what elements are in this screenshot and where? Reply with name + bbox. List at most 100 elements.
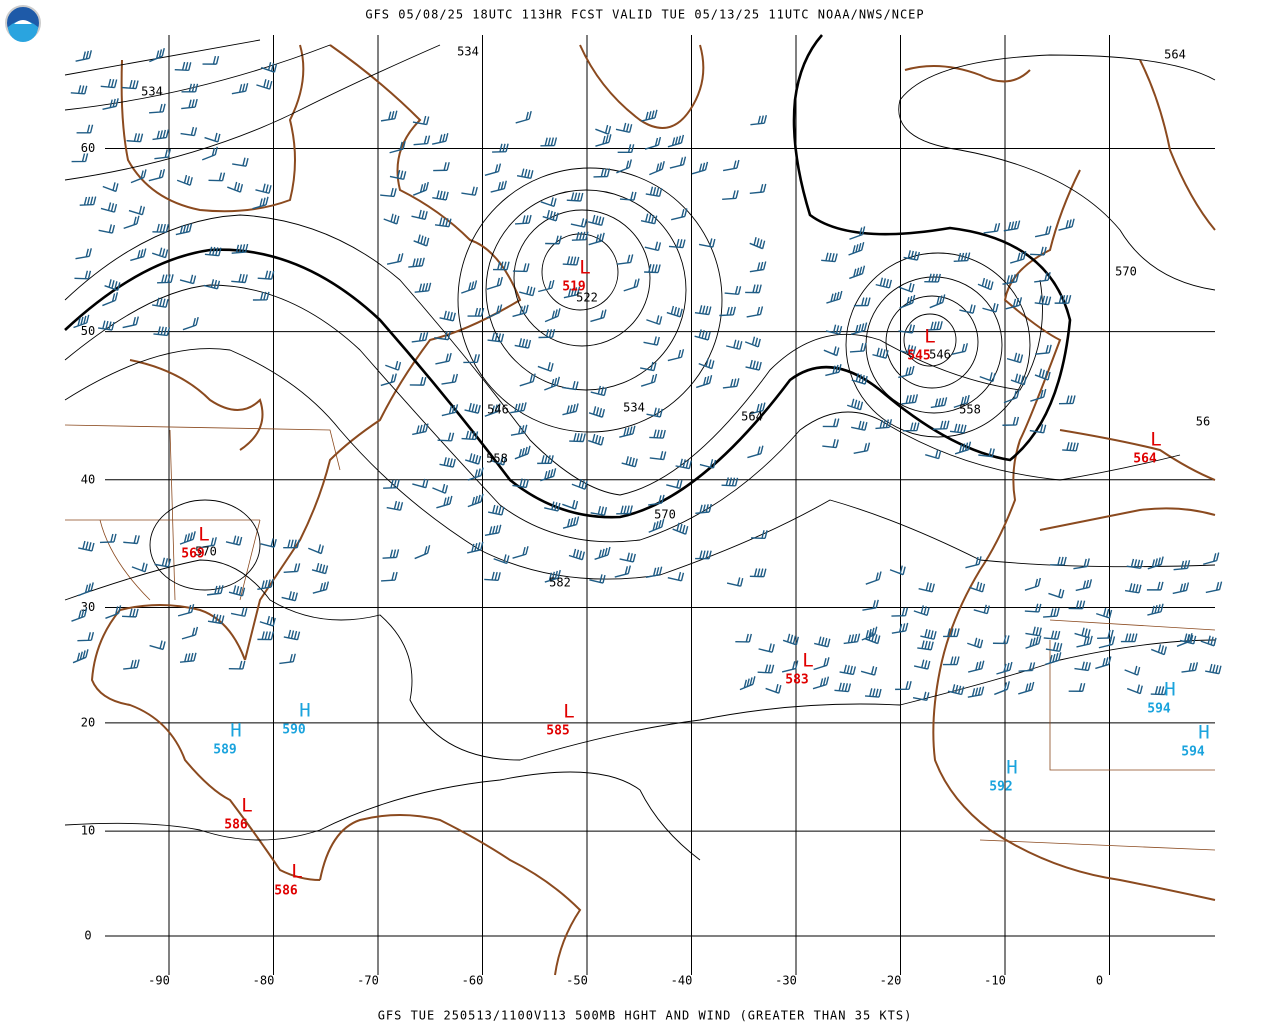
wind-barb bbox=[891, 622, 909, 634]
wind-barb bbox=[967, 637, 984, 649]
wind-barb bbox=[228, 660, 246, 670]
wind-barb bbox=[72, 649, 89, 664]
wind-barb bbox=[227, 181, 244, 193]
wind-barb bbox=[969, 581, 986, 593]
wind-barb bbox=[79, 196, 97, 206]
wind-barb bbox=[1126, 558, 1144, 570]
latitude-label: 30 bbox=[81, 600, 95, 614]
contour-label: 534 bbox=[141, 85, 163, 99]
contour-label: 546 bbox=[929, 348, 951, 362]
wind-barb bbox=[512, 546, 529, 559]
wind-barb bbox=[544, 308, 561, 323]
wind-barb bbox=[942, 656, 960, 666]
wind-barb bbox=[825, 324, 843, 335]
longitude-label: -90 bbox=[148, 974, 170, 988]
wind-barb bbox=[432, 483, 449, 494]
wind-barb bbox=[751, 530, 768, 540]
wind-barb bbox=[1035, 344, 1052, 355]
wind-barb bbox=[617, 144, 635, 154]
wind-barb bbox=[694, 329, 711, 341]
wind-barb bbox=[122, 79, 139, 90]
wind-barb bbox=[76, 124, 94, 134]
wind-barb bbox=[722, 159, 740, 172]
wind-barb bbox=[745, 284, 762, 294]
wind-barb bbox=[414, 545, 431, 560]
wind-barb bbox=[750, 115, 768, 126]
wind-barb bbox=[1068, 600, 1086, 610]
wind-barb bbox=[542, 209, 559, 222]
wind-barb bbox=[130, 248, 147, 262]
center-value: 569 bbox=[181, 547, 204, 562]
wind-barb bbox=[782, 633, 800, 646]
wind-barb bbox=[434, 217, 452, 228]
wind-barb bbox=[615, 122, 633, 133]
wind-barb bbox=[100, 202, 118, 213]
wind-barb bbox=[73, 314, 90, 329]
wind-barb bbox=[749, 568, 767, 578]
wind-barb bbox=[973, 604, 990, 615]
wind-barb bbox=[898, 324, 916, 334]
latitude-label: 40 bbox=[81, 472, 95, 486]
wind-barb bbox=[623, 278, 640, 292]
wind-barb bbox=[467, 493, 484, 508]
longitude-label: -50 bbox=[566, 974, 588, 988]
wind-barb bbox=[486, 304, 503, 319]
wind-barb bbox=[490, 180, 507, 193]
wind-barb bbox=[864, 688, 882, 698]
graticule: 60 50 40 30 20 10 0 -90 -80 -70 -60 -50 -40 -30 -20 -10… bbox=[81, 35, 1215, 988]
wind-barb bbox=[386, 253, 404, 265]
wind-barb bbox=[953, 252, 971, 263]
wind-barb bbox=[389, 140, 406, 154]
wind-barb bbox=[587, 433, 605, 446]
wind-barb bbox=[102, 292, 119, 307]
wind-barb bbox=[671, 208, 688, 221]
wind-barb bbox=[540, 197, 557, 208]
wind-barb bbox=[1095, 656, 1112, 670]
wind-barb bbox=[412, 423, 429, 436]
wind-barb bbox=[486, 276, 503, 290]
wind-barb bbox=[1003, 389, 1020, 404]
wind-barb bbox=[590, 309, 607, 323]
wind-barb bbox=[563, 286, 581, 299]
wind-barb bbox=[540, 137, 558, 147]
wind-barb bbox=[1034, 272, 1051, 283]
wind-barb bbox=[157, 274, 174, 284]
wind-barb bbox=[252, 196, 269, 210]
wind-barb bbox=[862, 599, 879, 611]
wind-barb bbox=[614, 565, 631, 578]
wind-barb bbox=[493, 261, 510, 271]
wind-barb bbox=[666, 305, 683, 318]
contour-label: 570 bbox=[1115, 265, 1137, 279]
wind-barb bbox=[104, 279, 121, 292]
wind-barb bbox=[746, 306, 764, 318]
wind-barb bbox=[208, 172, 226, 182]
wind-barb bbox=[544, 501, 561, 512]
wind-barb bbox=[148, 169, 166, 182]
wind-barb bbox=[698, 358, 715, 370]
wind-barb bbox=[619, 425, 636, 438]
wind-barb bbox=[994, 681, 1010, 696]
wind-barb bbox=[105, 605, 122, 619]
wind-barb bbox=[98, 320, 115, 331]
wind-barb bbox=[257, 631, 275, 641]
wind-barb bbox=[181, 626, 199, 640]
wind-barb bbox=[1150, 686, 1168, 696]
center-value: 519 bbox=[562, 280, 585, 295]
wind-barb bbox=[1003, 220, 1021, 232]
wind-barb bbox=[861, 626, 878, 641]
wind-barb bbox=[412, 115, 430, 126]
wind-barb bbox=[122, 316, 139, 329]
wind-barb bbox=[99, 533, 117, 544]
wind-barb bbox=[640, 361, 657, 372]
wind-barb bbox=[467, 467, 484, 481]
wind-barb bbox=[385, 360, 402, 371]
wind-barb bbox=[70, 85, 88, 95]
wind-barb bbox=[1025, 626, 1042, 637]
wind-barb bbox=[644, 136, 662, 150]
wind-barb bbox=[228, 585, 246, 597]
wind-barb bbox=[891, 607, 909, 617]
wind-barb bbox=[695, 503, 712, 514]
wind-barbs bbox=[70, 48, 1223, 702]
wind-barb bbox=[595, 134, 612, 147]
wind-barb bbox=[726, 339, 743, 350]
